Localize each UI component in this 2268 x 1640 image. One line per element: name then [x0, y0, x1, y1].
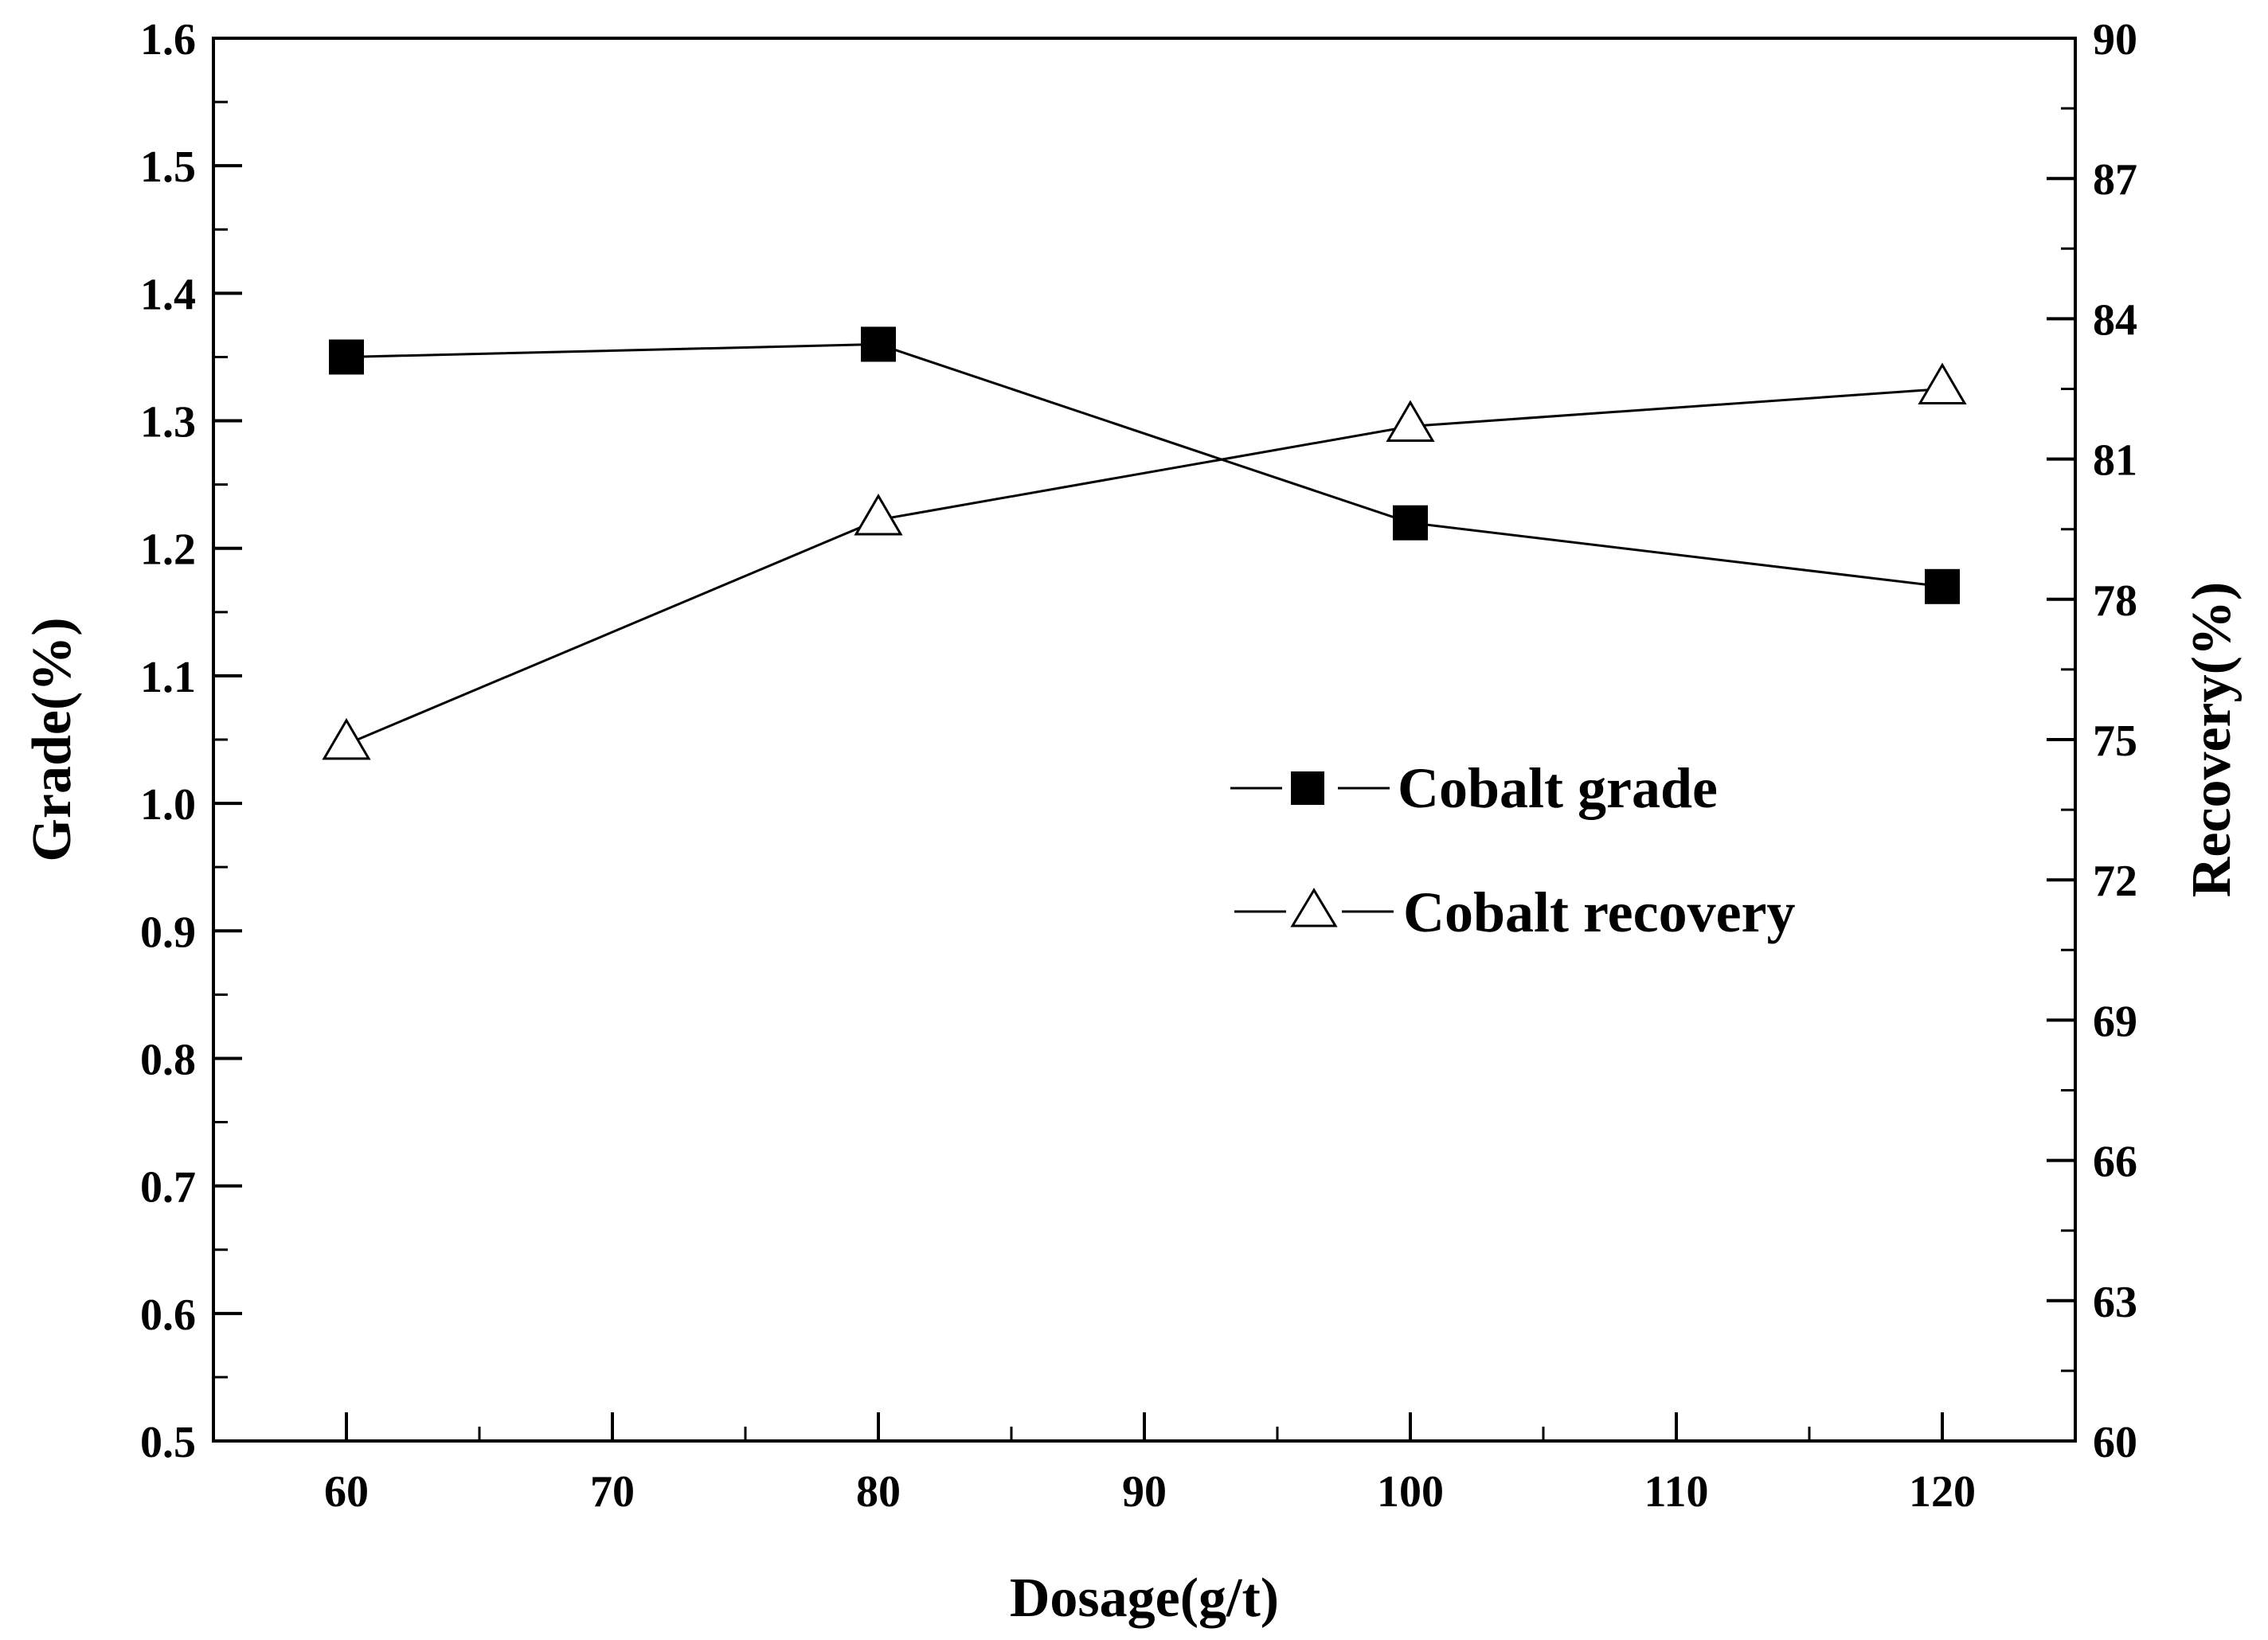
cobalt-grade-line	[346, 342, 1943, 588]
legend-triangle-marker	[1290, 888, 1338, 927]
y2-tick-label: 72	[2093, 857, 2137, 906]
legend-label-cobalt-grade: Cobalt grade	[1398, 756, 1718, 820]
cobalt-recovery-point	[1918, 362, 1967, 404]
x-tick-label: 80	[856, 1467, 901, 1517]
y2-tick-label: 75	[2093, 717, 2137, 766]
cobalt-grade-point	[1925, 568, 1960, 604]
legend-entry-cobalt-recovery: Cobalt recovery	[1234, 881, 1796, 944]
y2-tick-label: 60	[2093, 1418, 2137, 1467]
y2-tick-label: 84	[2093, 295, 2137, 345]
cobalt-grade-point	[861, 326, 896, 362]
x-tick-label: 90	[1122, 1467, 1167, 1517]
x-tick-label: 110	[1644, 1467, 1709, 1517]
x-tick-label: 100	[1377, 1467, 1444, 1517]
plot-area-frame	[212, 37, 2077, 1443]
y2-tick-label: 63	[2093, 1278, 2137, 1327]
legend: Cobalt grade Cobalt recovery	[1230, 756, 1796, 944]
y-tick-label: 0.5	[140, 1418, 196, 1467]
y-tick-label: 1.5	[140, 143, 196, 192]
series-layer	[322, 326, 1967, 760]
legend-entry-cobalt-grade: Cobalt grade	[1230, 756, 1718, 820]
y-tick-label: 1.6	[140, 15, 196, 64]
y-tick-label: 0.8	[140, 1035, 196, 1084]
y-tick-label: 0.7	[140, 1163, 196, 1212]
x-tick-label: 60	[324, 1467, 369, 1517]
y-tick-label: 1.3	[140, 398, 196, 447]
y-tick-label: 1.1	[140, 653, 196, 702]
legend-label-cobalt-recovery: Cobalt recovery	[1403, 881, 1796, 944]
y-axis-right: 60 63 66 69 72 75 78 81 84 87 90	[2047, 15, 2137, 1467]
cobalt-recovery-point	[1386, 400, 1435, 442]
y2-tick-label: 87	[2093, 155, 2137, 205]
y2-tick-label: 69	[2093, 997, 2137, 1046]
y-axis-left: 0.5 0.6 0.7 0.8 0.9 1.0 1.1 1.2 1.3 1.4 1.5 1.6	[140, 15, 242, 1467]
y-tick-label: 0.6	[140, 1291, 196, 1340]
y2-tick-label: 81	[2093, 436, 2137, 486]
cobalt-grade-point	[329, 339, 364, 375]
cobalt-recovery-point	[854, 493, 903, 536]
x-tick-label: 120	[1909, 1467, 1976, 1517]
y-tick-label: 1.2	[140, 525, 196, 575]
cobalt-recovery-line	[346, 388, 1943, 746]
x-axis: 60 70 80 90 100 110 120	[324, 1412, 2077, 1517]
y-tick-label: 1.0	[140, 780, 196, 830]
y2-axis-title: Recovery(%)	[2181, 582, 2243, 897]
x-tick-label: 70	[590, 1467, 635, 1517]
y-tick-label: 0.9	[140, 908, 196, 957]
y2-tick-label: 90	[2093, 15, 2137, 64]
y-axis-title: Grade(%)	[22, 617, 83, 861]
y2-tick-label: 66	[2093, 1138, 2137, 1187]
cobalt-grade-point	[1393, 505, 1428, 541]
y-tick-label: 1.4	[140, 270, 196, 319]
legend-square-marker	[1291, 771, 1324, 805]
x-axis-title: Dosage(g/t)	[1010, 1568, 1279, 1629]
cobalt-recovery-point	[322, 717, 371, 760]
y2-tick-label: 78	[2093, 576, 2137, 626]
